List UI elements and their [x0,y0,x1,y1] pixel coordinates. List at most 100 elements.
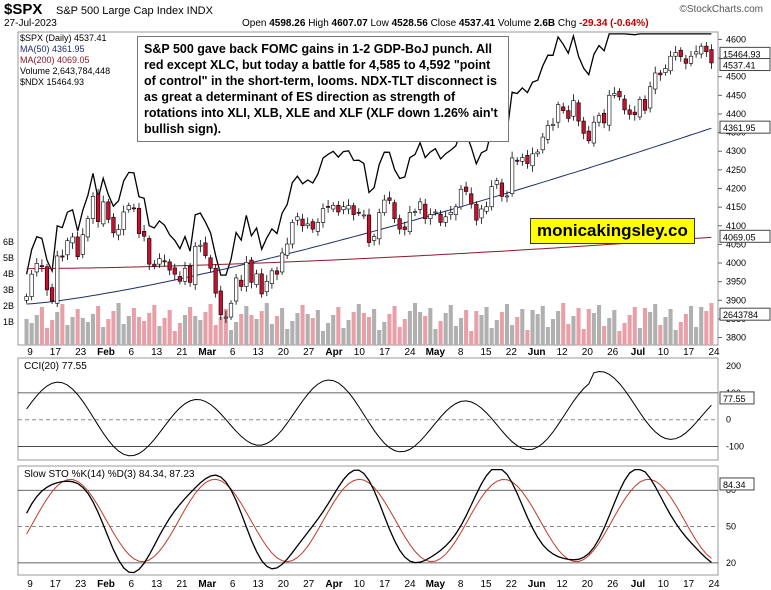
candle-body [515,159,520,162]
volume-bar [545,327,550,345]
volume-label: Volume [497,18,532,29]
x-tick-label-bottom: 15 [480,579,492,590]
volume-bar [392,306,397,345]
volume-bar [285,329,290,345]
candle-body [70,236,75,244]
volume-bar [310,318,315,345]
candle-body [126,205,131,211]
x-tick-label-bottom: 22 [506,579,518,590]
candle-body [356,212,361,214]
candle-body [586,130,591,142]
volume-bar [208,304,213,345]
candle-body [448,212,453,215]
volume-bar [499,312,504,345]
volume-bar [60,304,65,345]
candle-body [300,218,305,227]
candle-body [75,236,80,257]
volume-bar [556,311,561,345]
ticker-title: $SPX [4,1,43,18]
candle-body [382,199,387,214]
candle-body [607,95,612,126]
volume-bar [269,324,274,345]
candle-body [131,207,136,210]
volume-bar [668,309,673,345]
candle-body [464,186,469,192]
candle-body [162,260,167,263]
candle-body [234,277,239,302]
ndx-value-tag: 15464.93 [723,49,761,59]
volume-axis-label: 3B [3,285,14,295]
volume-bar [75,309,80,345]
volume-bar [540,306,545,345]
candle-body [520,157,525,162]
x-tick-label-bottom: 10 [658,579,670,590]
candle-body [208,257,213,269]
cci-tick-label: 200 [726,361,741,371]
candle-body [228,302,234,318]
x-tick-label: 8 [458,347,464,358]
volume-bar [678,322,683,345]
candle-body [172,267,177,275]
volume-bar [412,303,418,345]
x-tick-label: 17 [379,347,391,358]
candle-body [704,45,709,53]
candle-body [218,290,223,316]
candle-body [484,206,489,212]
x-tick-label: 10 [354,347,366,358]
candle-body [193,245,198,285]
volume-bar [188,307,193,345]
price-tick-label: 4300 [726,146,746,156]
candle-body [571,100,576,117]
candle-body [694,51,699,55]
volume-bar [101,327,106,345]
price-tick-label: 4600 [726,34,746,44]
volume-bar [699,307,704,345]
price-tick-label: 3950 [726,277,746,287]
candle-body [50,287,55,302]
candle-body [147,238,152,265]
volume-bar [607,318,612,345]
legend-ndx: $NDX 15464.93 [20,77,85,87]
candle-body [274,270,280,275]
candle-body [632,111,637,116]
candle-body [121,211,126,230]
candle-body [504,195,510,198]
candle-body [377,212,382,240]
volume-bar [136,317,142,345]
x-tick-label: 24 [404,347,416,358]
volume-bar [111,311,116,345]
volume-bar [96,306,101,345]
candle-body [683,58,688,64]
x-tick-label: 6 [129,347,135,358]
x-tick-label-bottom: Mar [198,579,216,590]
x-tick-label-bottom: 8 [458,579,464,590]
volume-bar [438,321,443,345]
x-tick-label-bottom: 13 [252,579,264,590]
candle-body [392,202,397,219]
cci-tick-label: 0 [726,415,731,425]
candle-body [637,99,642,118]
x-tick-label: 22 [506,347,518,358]
x-tick-label: May [426,347,446,358]
volume-bar [121,324,126,345]
volume-bar [341,328,346,345]
low-value: 4528.56 [391,18,428,29]
volume-bar [382,322,387,345]
volume-bar [351,312,356,345]
cci-value-tag: 77.55 [723,394,746,404]
x-tick-label: 20 [582,347,594,358]
candle-body [412,211,418,213]
volume-bar [131,308,136,345]
candle-body [550,124,556,126]
volume-bar [50,320,55,345]
x-tick-label-bottom: 20 [582,579,594,590]
volume-bar [305,314,310,345]
x-tick-label: 23 [75,347,87,358]
volume-bar [464,310,469,345]
volume-value-tag-box [719,307,771,321]
candle-body [111,216,116,234]
volume-bar [336,307,341,345]
volume-axis-label: 5B [3,253,14,263]
close-value: 4537.41 [458,18,496,29]
sto-k-line [26,468,712,574]
